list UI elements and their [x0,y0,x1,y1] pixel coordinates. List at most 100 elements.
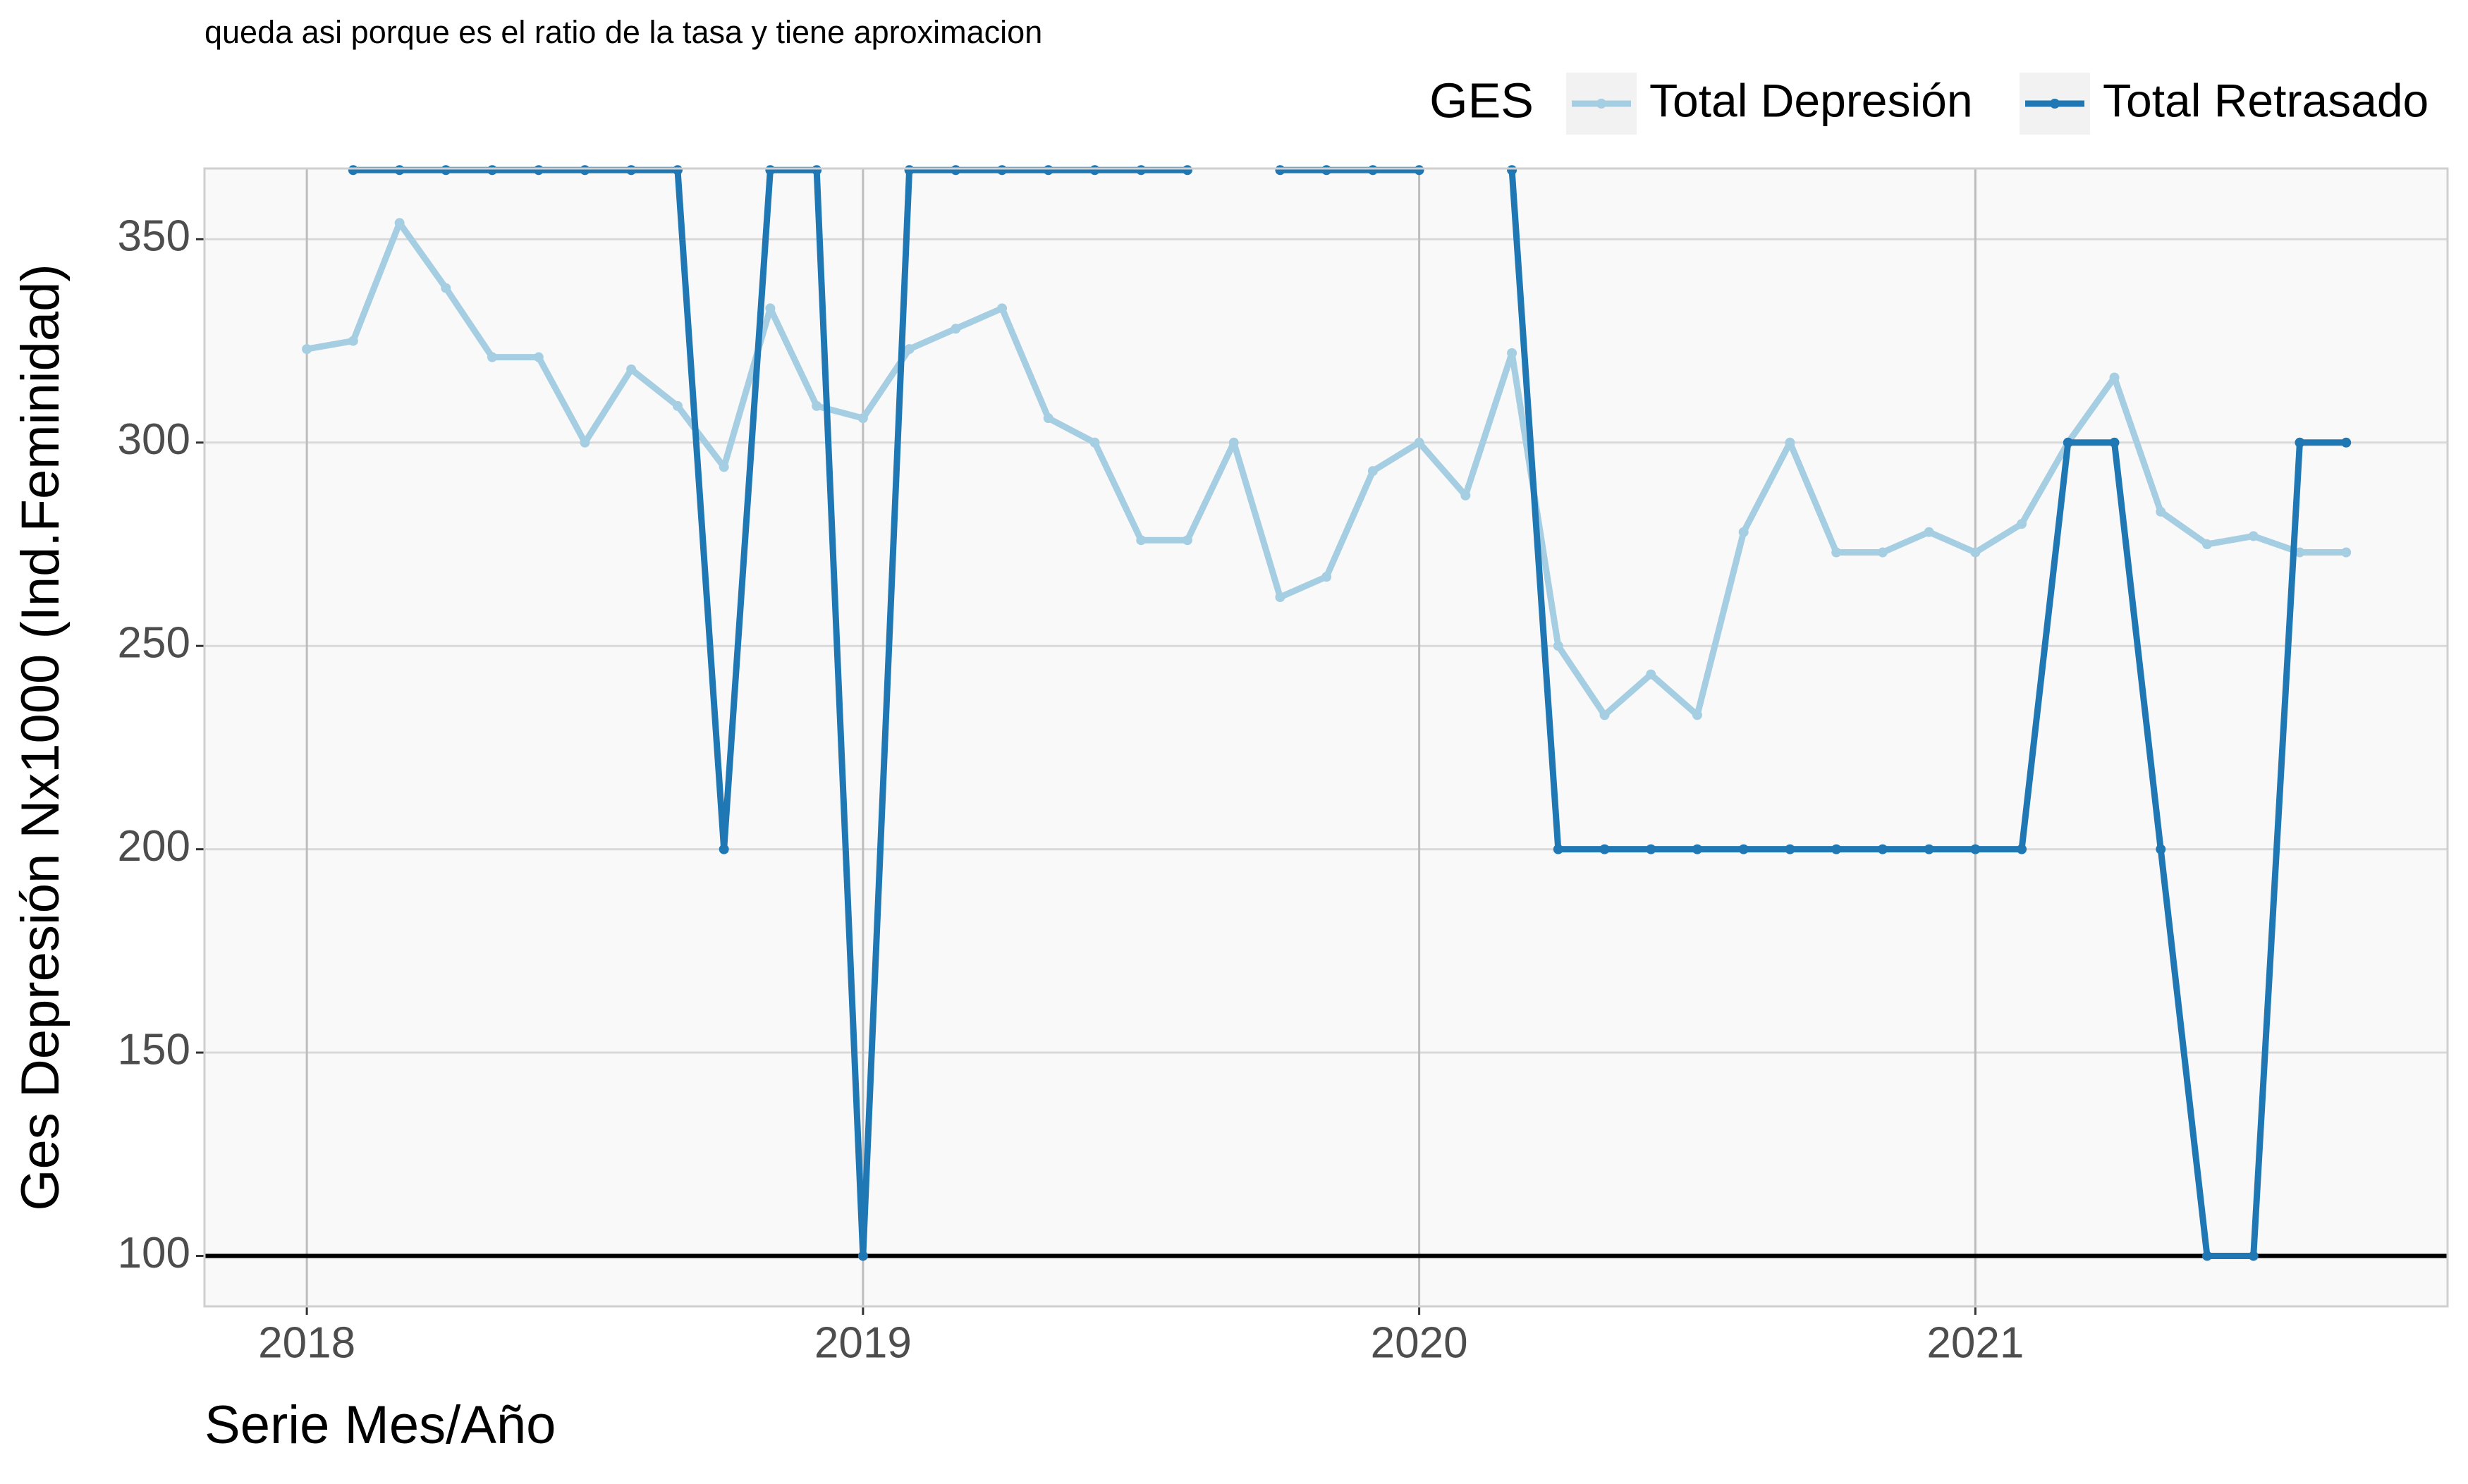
data-point [1043,165,1053,176]
data-point [1182,165,1192,176]
data-point [1599,710,1610,720]
data-point [580,437,590,448]
data-point [765,303,776,314]
data-point [1924,844,1934,854]
data-point [2202,539,2213,550]
data-point [812,400,822,411]
legend-label: Total Retrasado [2103,74,2429,126]
data-point [1646,844,1656,854]
data-point [997,303,1008,314]
chart-subtitle: queda asi porque es el ratio de la tasa … [204,14,1042,50]
data-point [997,165,1008,176]
data-point [2109,437,2120,448]
data-point [1507,348,1517,358]
data-point [1553,641,1563,651]
legend-key-point [2050,99,2060,109]
data-point [812,165,822,176]
plot-background [204,168,2448,1306]
data-point [1553,844,1563,854]
y-axis-title: Ges Depresión Nx1000 (Ind.Feminidad) [11,264,71,1210]
data-point [348,165,358,176]
legend-label: Total Depresión [1649,74,1973,126]
data-point [1646,669,1656,680]
data-point [1321,572,1332,582]
data-point [2295,437,2305,448]
data-point [1136,165,1147,176]
data-point [580,165,590,176]
data-point [2063,437,2073,448]
data-point [2156,844,2166,854]
data-point [2017,519,2027,529]
data-point [1228,437,1239,448]
data-point [2202,1251,2213,1261]
data-point [394,165,405,176]
data-point [348,336,358,346]
data-point [951,324,961,334]
y-tick-label: 300 [118,415,190,464]
data-point [1970,844,1981,854]
data-point [2109,372,2120,383]
data-point [394,218,405,228]
data-point [1877,547,1888,558]
data-point [2341,547,2352,558]
data-point [1275,165,1285,176]
data-point [1507,165,1517,176]
data-point [1414,437,1424,448]
data-point [626,165,637,176]
data-point [1321,165,1332,176]
data-point [1831,547,1842,558]
data-point [1738,527,1749,537]
data-point [1460,490,1471,501]
data-point [857,1251,868,1261]
y-tick-label: 100 [118,1229,190,1277]
y-tick-label: 150 [118,1025,190,1074]
data-point [672,165,683,176]
data-point [1275,591,1285,602]
x-tick-label: 2021 [1926,1318,2024,1367]
data-point [1136,535,1147,546]
data-point [1692,710,1702,720]
data-point [1089,165,1100,176]
data-point [904,165,915,176]
data-point [1738,844,1749,854]
data-point [487,165,498,176]
data-point [1367,466,1378,477]
data-point [1924,527,1934,537]
data-point [1970,547,1981,558]
y-tick-label: 200 [118,822,190,871]
data-point [1599,844,1610,854]
data-point [1785,844,1795,854]
plot-border [203,167,2449,1308]
data-point [533,165,544,176]
data-point [626,364,637,374]
data-point [719,844,729,854]
data-point [1043,413,1053,424]
data-point [1182,535,1192,546]
data-point [302,344,312,355]
x-axis-title: Serie Mes/Año [204,1395,556,1455]
data-point [2341,437,2352,448]
x-tick-label: 2020 [1371,1318,1468,1367]
data-point [1831,844,1842,854]
data-point [2248,531,2259,541]
data-point [951,165,961,176]
data-point [904,344,915,355]
data-point [1089,437,1100,448]
data-point [1877,844,1888,854]
legend-title: GES [1429,73,1534,128]
data-point [441,165,451,176]
data-point [1414,165,1424,176]
y-tick-label: 250 [118,619,190,668]
data-point [1367,165,1378,176]
data-point [719,462,729,472]
x-tick-label: 2018 [258,1318,355,1367]
data-point [441,283,451,293]
legend-key-point [1596,99,1606,109]
data-point [533,352,544,362]
x-tick-label: 2019 [814,1318,912,1367]
data-point [857,413,868,424]
data-point [672,400,683,411]
data-point [2017,844,2027,854]
y-tick-label: 350 [118,212,190,261]
